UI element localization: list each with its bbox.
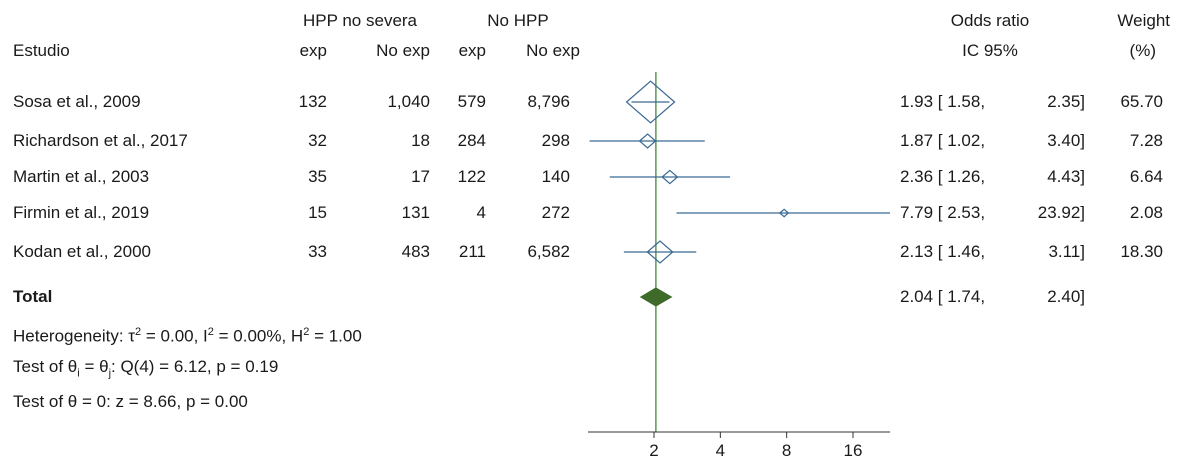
ci-high-value: 2.35] bbox=[1047, 92, 1085, 111]
weight-value: 65.70 bbox=[1120, 92, 1163, 111]
total-or-ci: 2.04 [ 1.74, bbox=[900, 287, 986, 306]
or-ci-value: 2.13 [ 1.46, bbox=[900, 242, 986, 261]
x-tick-label: 2 bbox=[649, 441, 658, 460]
g2-exp-header: exp bbox=[458, 41, 486, 60]
group1-header: HPP no severa bbox=[302, 11, 418, 30]
or-ci-value: 2.36 [ 1.26, bbox=[900, 167, 986, 186]
g1-noexp-value: 483 bbox=[401, 242, 430, 261]
study-label: Kodan et al., 2000 bbox=[13, 242, 152, 261]
test1-part-a: Test of θ bbox=[13, 357, 78, 376]
study-label: Richardson et al., 2017 bbox=[13, 131, 188, 150]
heterogeneity-text: Heterogeneity: τ2 = 0.00, I2 = 0.00%, H2… bbox=[13, 322, 362, 347]
x-tick-label: 8 bbox=[782, 441, 791, 460]
het-part-c: = 0.00%, H bbox=[213, 326, 304, 346]
weight-header: Weight bbox=[1117, 11, 1170, 30]
g1-exp-value: 35 bbox=[308, 167, 327, 186]
het-part-d: = 1.00 bbox=[309, 326, 362, 346]
or-ci-value: 1.87 [ 1.02, bbox=[900, 131, 986, 150]
ci-high-value: 3.40] bbox=[1047, 131, 1085, 150]
ci-header: IC 95% bbox=[962, 41, 1018, 60]
g1-noexp-value: 131 bbox=[401, 203, 430, 222]
g1-noexp-header: No exp bbox=[376, 41, 430, 60]
study-column-header: Estudio bbox=[13, 41, 70, 60]
study-label: Firmin et al., 2019 bbox=[13, 203, 150, 222]
g1-exp-value: 33 bbox=[308, 242, 327, 261]
study-label: Martin et al., 2003 bbox=[13, 167, 150, 186]
g2-exp-value: 211 bbox=[458, 242, 486, 261]
test1-part-c: : Q(4) = 6.12, p = 0.19 bbox=[111, 357, 279, 376]
g2-noexp-value: 8,796 bbox=[527, 92, 570, 111]
g2-noexp-value: 298 bbox=[541, 131, 570, 150]
het-part-a: Heterogeneity: τ bbox=[13, 326, 136, 346]
test1-sub-j: j bbox=[108, 367, 112, 380]
test1-sub-i: i bbox=[77, 367, 80, 380]
study-marker bbox=[646, 240, 674, 264]
g1-noexp-value: 17 bbox=[411, 167, 430, 186]
test1-part-b: = θ bbox=[79, 357, 109, 376]
x-tick-label: 16 bbox=[844, 441, 863, 460]
g1-noexp-value: 1,040 bbox=[387, 92, 430, 111]
weight-unit-header: (%) bbox=[1129, 41, 1156, 60]
group2-header: No HPP bbox=[487, 11, 549, 30]
g2-noexp-value: 272 bbox=[541, 203, 570, 222]
study-marker bbox=[638, 133, 657, 149]
x-tick-label: 4 bbox=[716, 441, 725, 460]
ci-high-value: 3.11] bbox=[1048, 242, 1085, 261]
overall-effect-test-text: Test of θ = 0: z = 8.66, p = 0.00 bbox=[13, 392, 248, 411]
g2-exp-value: 122 bbox=[457, 167, 486, 186]
ci-high-value: 23.92] bbox=[1037, 203, 1085, 222]
het-sup-1: 2 bbox=[135, 326, 142, 338]
study-marker bbox=[625, 80, 676, 124]
total-label: Total bbox=[13, 287, 53, 306]
g1-noexp-value: 18 bbox=[411, 131, 430, 150]
study-marker bbox=[778, 208, 790, 218]
weight-value: 2.08 bbox=[1129, 203, 1163, 222]
g1-exp-value: 15 bbox=[308, 203, 327, 222]
g2-noexp-value: 140 bbox=[541, 167, 570, 186]
ci-high-value: 4.43] bbox=[1047, 167, 1085, 186]
het-sup-2: 2 bbox=[207, 326, 214, 338]
weight-value: 7.28 bbox=[1129, 131, 1163, 150]
g1-exp-value: 132 bbox=[298, 92, 327, 111]
homogeneity-test-text: Test of θi = θj: Q(4) = 6.12, p = 0.19 bbox=[13, 357, 278, 383]
g2-exp-value: 4 bbox=[476, 203, 486, 222]
study-label: Sosa et al., 2009 bbox=[13, 92, 141, 111]
weight-value: 18.30 bbox=[1120, 242, 1163, 261]
total-ci-high: 2.40] bbox=[1047, 287, 1085, 306]
weight-value: 6.64 bbox=[1129, 167, 1163, 186]
g1-exp-header: exp bbox=[299, 41, 327, 60]
g1-exp-value: 32 bbox=[308, 131, 327, 150]
or-ci-value: 7.79 [ 2.53, bbox=[900, 203, 986, 222]
g2-noexp-value: 6,582 bbox=[527, 242, 570, 261]
g2-exp-value: 579 bbox=[457, 92, 486, 111]
or-header: Odds ratio bbox=[950, 11, 1030, 30]
g2-exp-value: 284 bbox=[457, 131, 486, 150]
study-marker bbox=[661, 169, 679, 185]
or-ci-value: 1.93 [ 1.58, bbox=[900, 92, 986, 111]
overall-diamond bbox=[639, 287, 673, 307]
het-sup-3: 2 bbox=[303, 326, 310, 338]
g2-noexp-header: No exp bbox=[526, 41, 580, 60]
het-part-b: = 0.00, I bbox=[141, 326, 208, 346]
